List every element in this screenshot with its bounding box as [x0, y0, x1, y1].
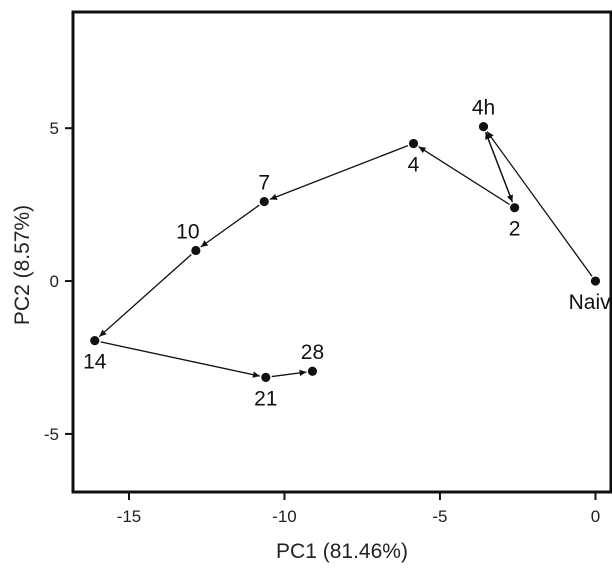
data-point — [509, 203, 520, 213]
trajectory-arrow — [200, 204, 260, 248]
y-axis-title: PC2 (8.57%) — [11, 205, 34, 325]
y-tick-label: -5 — [44, 425, 59, 444]
point-label: 2 — [509, 218, 521, 241]
trajectory-arrow — [100, 341, 261, 378]
y-tick-label: 0 — [50, 272, 59, 291]
x-tick-label: -15 — [117, 507, 142, 526]
x-tick-label: 0 — [591, 507, 600, 526]
x-tick-label: -10 — [272, 507, 297, 526]
point-label: Naive — [569, 291, 612, 314]
y-tick-label: 5 — [50, 119, 59, 138]
point-label: 21 — [254, 387, 277, 410]
point-label: 28 — [301, 341, 324, 364]
trajectory-arrow — [271, 369, 307, 378]
trajectory-arrow — [418, 146, 510, 206]
data-point — [259, 196, 269, 207]
point-label: 4 — [408, 153, 420, 176]
point-label: 7 — [258, 172, 270, 195]
trajectory-arrow — [486, 131, 593, 277]
x-axis-ticks: -15 -10 -5 0 — [117, 492, 600, 526]
trajectory-arrow — [485, 132, 514, 203]
point-label: 14 — [83, 351, 107, 374]
x-tick-label: -5 — [432, 507, 447, 526]
trajectory-arrow — [98, 253, 192, 338]
data-point — [590, 276, 601, 286]
points-layer: Naive 4h 2 4 7 10 14 21 28 — [83, 97, 612, 411]
data-point — [261, 372, 271, 382]
data-point — [90, 336, 100, 346]
point-label: 10 — [176, 220, 199, 243]
data-point — [191, 245, 201, 256]
y-axis-ticks: 5 0 -5 — [44, 119, 73, 444]
plot-frame — [71, 10, 612, 494]
arrows-layer — [98, 131, 593, 378]
x-axis-title: PC1 (81.46%) — [276, 540, 408, 563]
point-label: 4h — [472, 97, 495, 120]
data-point — [408, 138, 419, 149]
trajectory-arrow — [269, 145, 409, 200]
data-point — [478, 122, 489, 132]
data-point — [307, 366, 318, 376]
